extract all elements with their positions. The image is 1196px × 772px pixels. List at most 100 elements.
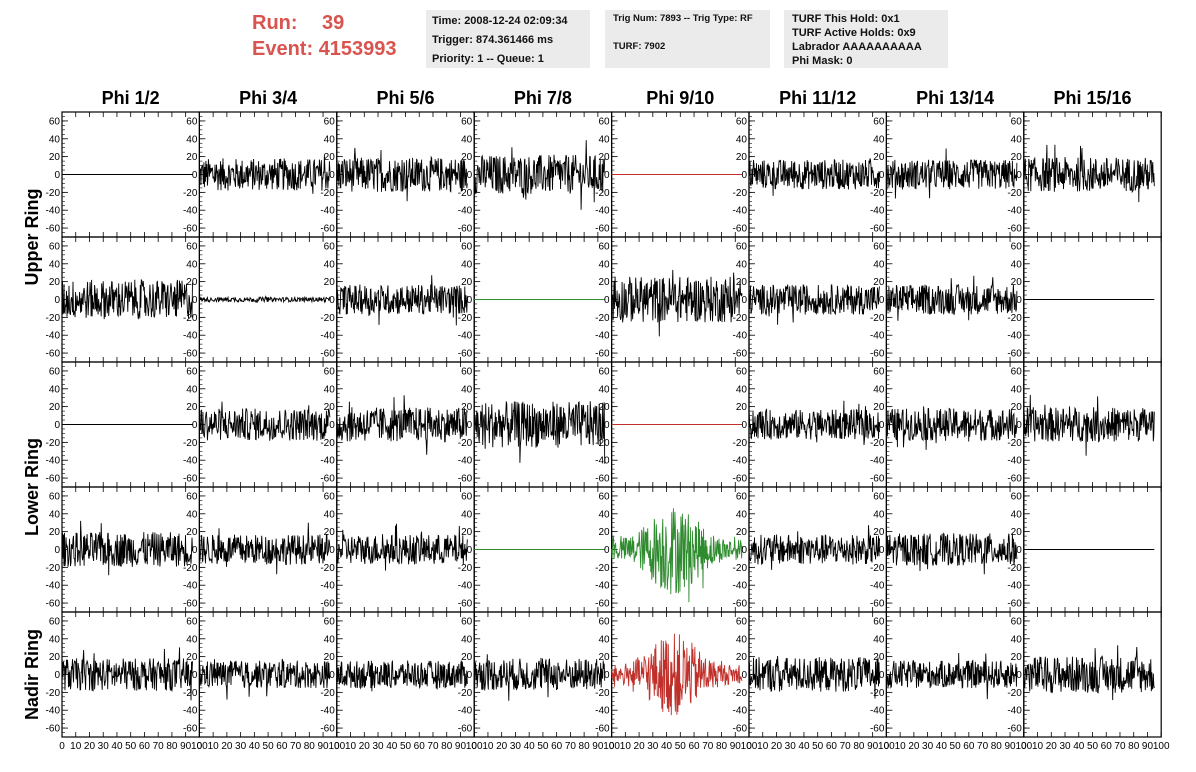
- waveform-trace: [885, 532, 1018, 575]
- x-tick-label: 60: [414, 741, 426, 752]
- y-tick-label: -60: [595, 349, 610, 360]
- x-tick-label: 50: [675, 741, 687, 752]
- trig-text: Trig Num: 7893 -- Trig Type: RF: [613, 13, 753, 24]
- y-tick-label: 20: [598, 277, 610, 288]
- time-info-box: Time: 2008-12-24 02:09:34 Trigger: 874.3…: [426, 10, 590, 68]
- y-tick-label: 0: [54, 295, 60, 306]
- y-tick-label: -20: [595, 188, 610, 199]
- y-tick-label: 40: [324, 509, 336, 520]
- x-tick-label: 30: [647, 741, 659, 752]
- x-tick-label: 0: [1021, 741, 1027, 752]
- y-tick-label: 0: [467, 170, 473, 181]
- y-tick-label: -60: [183, 724, 198, 735]
- y-tick-label: -60: [320, 474, 335, 485]
- y-tick-label: 60: [324, 241, 336, 252]
- y-tick-label: -60: [595, 724, 610, 735]
- x-tick-label: 100: [1153, 741, 1170, 752]
- y-tick-label: 0: [741, 295, 747, 306]
- y-tick-label: 60: [49, 366, 61, 377]
- y-tick-label: 0: [54, 170, 60, 181]
- y-tick-label: 0: [54, 420, 60, 431]
- y-tick-label: 0: [741, 420, 747, 431]
- x-tick-label: 90: [592, 741, 604, 752]
- waveform-panel: 60 40 20 0 -20 -40 -60: [183, 236, 338, 363]
- y-tick-label: -40: [458, 706, 473, 717]
- x-tick-label: 50: [263, 741, 275, 752]
- x-tick-label: 10: [208, 741, 220, 752]
- waveform-panel: 60 40 20 0 -20 -40 -60: [733, 111, 887, 238]
- y-tick-label: 0: [329, 170, 335, 181]
- x-tick-label: 20: [771, 741, 783, 752]
- waveform-panel: 60 40 20 0 -20 -40 -60: [320, 236, 475, 363]
- y-tick-label: -20: [183, 438, 198, 449]
- y-tick-label: -20: [870, 688, 885, 699]
- x-tick-label: 80: [1128, 741, 1140, 752]
- waveform-panel: 60 40 20 0 -20 -40 -60: [595, 486, 750, 613]
- y-tick-label: 20: [1011, 652, 1023, 663]
- y-tick-label: 60: [186, 241, 198, 252]
- y-tick-label: -60: [46, 599, 61, 610]
- x-tick-label: 10: [345, 741, 357, 752]
- x-tick-label: 40: [936, 741, 948, 752]
- y-tick-label: 40: [598, 259, 610, 270]
- column-header: Phi 9/10: [646, 88, 714, 108]
- x-tick-label: 100: [1015, 741, 1032, 752]
- y-tick-label: 0: [329, 420, 335, 431]
- waveform-panel: 60 40 20 0 -20 -40 -60: [1007, 111, 1162, 238]
- x-tick-label: 0: [884, 741, 890, 752]
- y-tick-label: -40: [595, 581, 610, 592]
- x-tick-label: 80: [579, 741, 591, 752]
- y-tick-label: 0: [192, 670, 198, 681]
- y-tick-label: 60: [324, 616, 336, 627]
- x-tick-label: 10: [482, 741, 494, 752]
- y-tick-label: 20: [49, 402, 61, 413]
- x-tick-label: 70: [840, 741, 852, 752]
- y-tick-label: -20: [458, 563, 473, 574]
- y-tick-label: -40: [46, 456, 61, 467]
- x-tick-label: 70: [977, 741, 989, 752]
- y-tick-label: 20: [49, 152, 61, 163]
- x-tick-label: 10: [895, 741, 907, 752]
- waveform-trace: [198, 522, 331, 575]
- y-tick-label: 60: [461, 366, 473, 377]
- waveform-trace: [611, 508, 743, 603]
- y-tick-label: -20: [870, 313, 885, 324]
- waveform-panel: 60 40 20 0 -20 -40 -60: [46, 486, 200, 613]
- y-tick-label: 0: [329, 545, 335, 556]
- y-tick-label: -20: [870, 188, 885, 199]
- y-tick-label: -20: [320, 313, 335, 324]
- x-tick-label: 50: [1087, 741, 1099, 752]
- x-tick-label: 100: [328, 741, 345, 752]
- y-tick-label: -40: [870, 206, 885, 217]
- x-tick-label: 20: [496, 741, 508, 752]
- waveform-panel: 60 40 20 0 -20 -40 -60: [870, 611, 1025, 738]
- x-tick-label: 70: [702, 741, 714, 752]
- y-tick-label: 0: [879, 545, 885, 556]
- y-tick-label: 40: [49, 509, 61, 520]
- column-header: Phi 3/4: [239, 88, 297, 108]
- y-tick-label: -20: [1007, 563, 1022, 574]
- y-tick-label: 40: [736, 134, 748, 145]
- y-tick-label: 0: [54, 545, 60, 556]
- y-tick-label: 0: [467, 295, 473, 306]
- y-tick-label: 60: [736, 241, 748, 252]
- y-tick-label: -60: [320, 349, 335, 360]
- waveform-panel: 60 40 20 0 -20 -40 -60: [320, 111, 475, 238]
- waveform-trace: [885, 406, 1018, 450]
- phi-mask-text: Phi Mask: 0: [792, 55, 853, 67]
- y-tick-label: 20: [598, 527, 610, 538]
- y-tick-label: -20: [595, 438, 610, 449]
- y-tick-label: 60: [49, 616, 61, 627]
- y-tick-label: -60: [733, 599, 748, 610]
- x-tick-label: 50: [400, 741, 412, 752]
- y-tick-label: -20: [870, 563, 885, 574]
- y-tick-label: 60: [598, 116, 610, 127]
- y-tick-label: 0: [192, 295, 198, 306]
- y-tick-label: 40: [324, 384, 336, 395]
- waveform-panel: 60 40 20 0 -20 -40 -60: [458, 111, 613, 238]
- y-tick-label: 0: [192, 420, 198, 431]
- x-tick-label: 80: [716, 741, 728, 752]
- y-tick-label: -60: [46, 724, 61, 735]
- y-tick-label: 60: [736, 366, 748, 377]
- y-tick-label: -20: [183, 313, 198, 324]
